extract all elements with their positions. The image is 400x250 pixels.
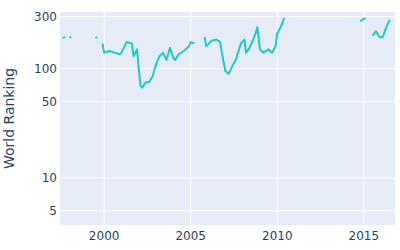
x-tick-label: 2015 xyxy=(349,229,380,243)
ranking-line xyxy=(205,18,285,74)
y-tick-label: 5 xyxy=(49,204,57,218)
y-tick-label: 10 xyxy=(42,171,57,185)
y-grid xyxy=(60,68,395,69)
y-grid xyxy=(60,177,395,178)
x-tick-label: 2010 xyxy=(262,229,293,243)
x-grid xyxy=(363,12,364,225)
y-grid xyxy=(60,16,395,17)
x-tick-label: 2005 xyxy=(175,229,206,243)
ranking-line xyxy=(70,36,72,39)
y-grid xyxy=(60,101,395,102)
y-grid xyxy=(60,210,395,211)
ranking-line xyxy=(360,18,365,21)
plot-area xyxy=(60,12,395,225)
x-tick-label: 2000 xyxy=(89,229,120,243)
ranking-line xyxy=(63,37,66,38)
y-tick-label: 300 xyxy=(34,10,57,24)
ranking-line xyxy=(102,42,194,88)
y-axis-title: World Ranking xyxy=(1,68,17,169)
x-grid xyxy=(104,12,105,225)
ranking-line xyxy=(372,20,389,37)
x-grid xyxy=(277,12,278,225)
y-tick-label: 100 xyxy=(34,62,57,76)
y-tick-label: 50 xyxy=(42,95,57,109)
data-group xyxy=(63,18,390,87)
ranking-line xyxy=(95,37,97,38)
